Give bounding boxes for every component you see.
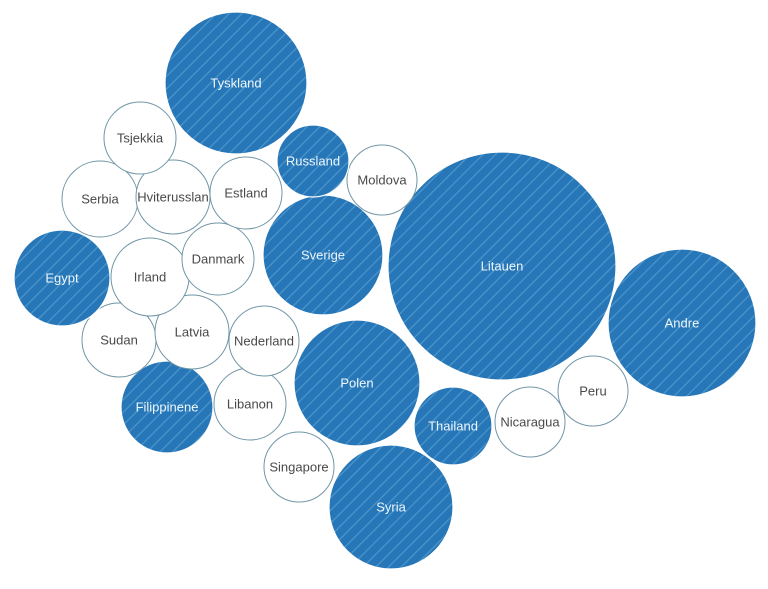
svg-text:Latvia: Latvia xyxy=(175,325,210,340)
svg-text:Syria: Syria xyxy=(376,500,406,515)
svg-text:Hviterusslan: Hviterusslan xyxy=(137,190,209,205)
svg-text:Polen: Polen xyxy=(340,376,373,391)
svg-text:Peru: Peru xyxy=(579,384,606,399)
svg-text:Tyskland: Tyskland xyxy=(210,76,261,91)
svg-text:Libanon: Libanon xyxy=(227,397,273,412)
svg-text:Tsjekkia: Tsjekkia xyxy=(117,131,164,146)
svg-text:Andre: Andre xyxy=(665,316,700,331)
svg-text:Serbia: Serbia xyxy=(81,192,119,207)
svg-text:Filippinene: Filippinene xyxy=(136,400,199,415)
svg-text:Nederland: Nederland xyxy=(234,334,294,349)
svg-text:Nicaragua: Nicaragua xyxy=(500,415,560,430)
svg-text:Sverige: Sverige xyxy=(301,248,345,263)
svg-text:Russland: Russland xyxy=(286,154,340,169)
svg-text:Irland: Irland xyxy=(134,270,167,285)
svg-text:Moldova: Moldova xyxy=(357,173,407,188)
svg-text:Sudan: Sudan xyxy=(100,333,138,348)
svg-text:Singapore: Singapore xyxy=(269,460,328,475)
svg-text:Danmark: Danmark xyxy=(192,252,245,267)
svg-text:Thailand: Thailand xyxy=(428,419,478,434)
svg-text:Litauen: Litauen xyxy=(481,259,524,274)
svg-text:Estland: Estland xyxy=(224,186,267,201)
svg-text:Egypt: Egypt xyxy=(45,271,79,286)
